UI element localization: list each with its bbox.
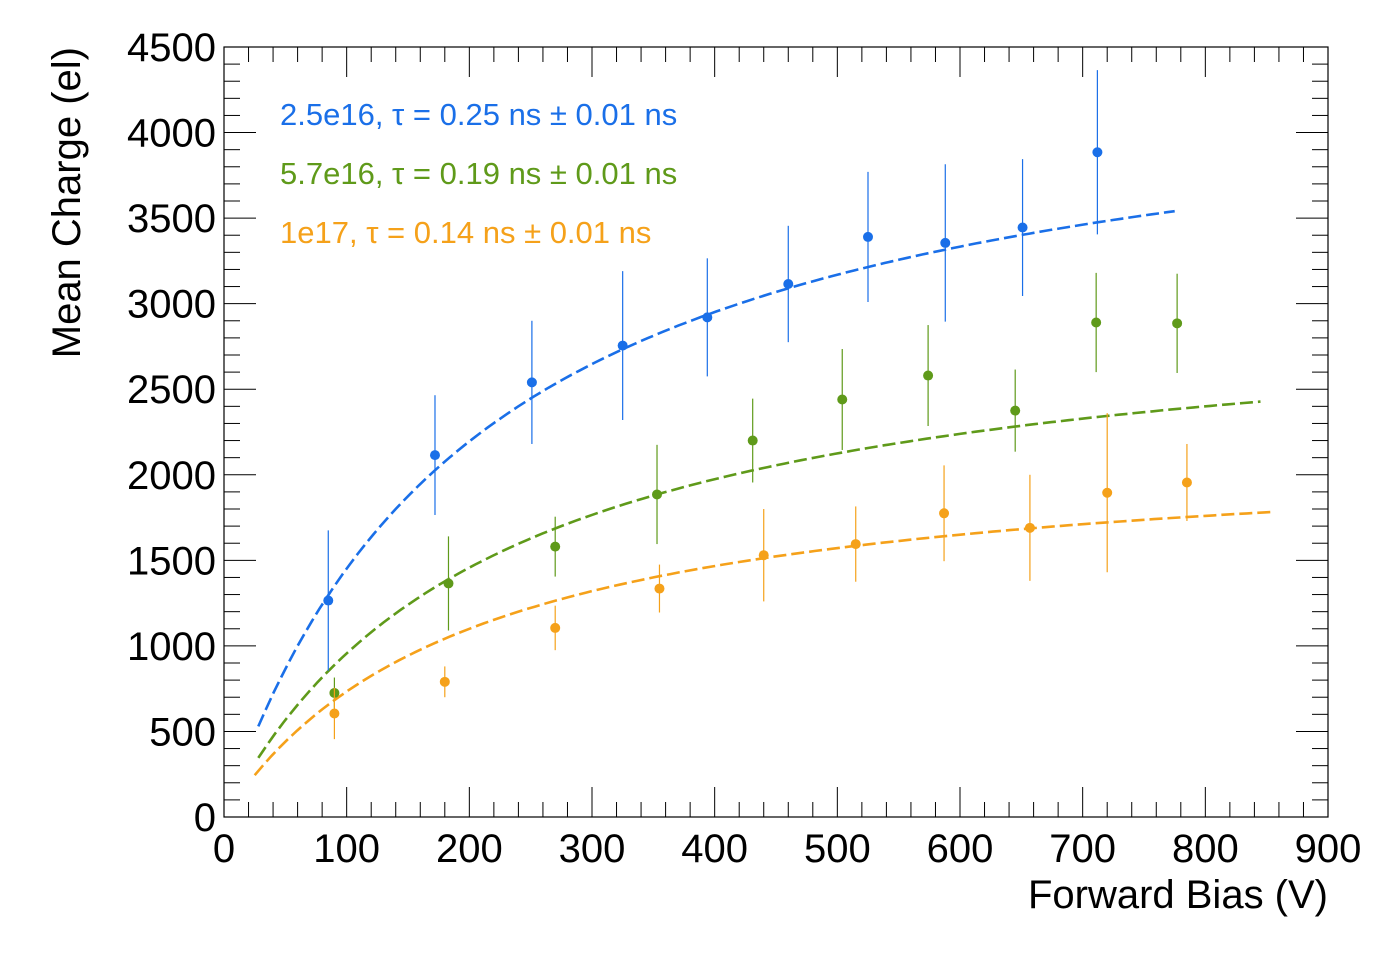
data-point-5.7e16	[747, 435, 758, 446]
data-point-2.5e16	[702, 312, 713, 323]
x-tick-label: 100	[313, 827, 380, 871]
data-point-5.7e16	[1010, 405, 1021, 416]
legend: 2.5e16, τ = 0.25 ns ± 0.01 ns 5.7e16, τ =…	[280, 97, 677, 250]
y-tick-label: 4500	[127, 26, 216, 70]
x-tick-label: 900	[1295, 827, 1362, 871]
data-point-2.5e16	[1092, 147, 1103, 158]
x-tick-label: 0	[213, 827, 235, 871]
data-point-5.7e16	[550, 541, 561, 552]
y-tick-label: 3500	[127, 197, 216, 241]
y-tick-label: 3000	[127, 283, 216, 327]
x-axis-title: Forward Bias (V)	[1028, 873, 1328, 917]
data-point-1e17	[850, 539, 861, 550]
axis-ticks	[223, 46, 1329, 818]
y-tick-label: 2000	[127, 454, 216, 498]
y-tick-label: 0	[194, 796, 216, 840]
data-point-1e17	[1181, 477, 1192, 488]
fit-curves	[253, 209, 1273, 777]
legend-entry-1e17: 1e17, τ = 0.14 ns ± 0.01 ns	[280, 215, 651, 250]
x-tick-label: 500	[804, 827, 871, 871]
data-point-5.7e16	[923, 370, 934, 381]
y-tick-label: 1500	[127, 539, 216, 583]
plot-frame	[223, 46, 1329, 818]
data-point-2.5e16	[863, 231, 873, 242]
data-point-5.7e16	[652, 489, 663, 500]
data-points	[323, 70, 1192, 740]
x-tick-label: 200	[436, 827, 503, 871]
data-point-5.7e16	[443, 578, 454, 589]
data-point-2.5e16	[526, 377, 537, 388]
data-point-5.7e16	[1091, 317, 1102, 328]
legend-entry-2.5e16: 2.5e16, τ = 0.25 ns ± 0.01 ns	[280, 97, 677, 132]
data-point-1e17	[654, 583, 665, 594]
data-point-2.5e16	[323, 595, 334, 606]
data-point-2.5e16	[617, 340, 628, 351]
x-tick-label: 600	[927, 827, 994, 871]
data-point-1e17	[1024, 522, 1035, 533]
data-point-2.5e16	[783, 278, 794, 289]
data-point-5.7e16	[1172, 318, 1183, 329]
data-point-1e17	[758, 550, 769, 561]
x-tick-label: 700	[1049, 827, 1116, 871]
data-point-1e17	[329, 708, 340, 719]
data-point-2.5e16	[1017, 222, 1028, 233]
y-tick-label: 4000	[127, 112, 216, 156]
y-tick-label: 2500	[127, 368, 216, 412]
data-point-2.5e16	[429, 450, 440, 461]
data-point-5.7e16	[837, 394, 848, 405]
data-point-2.5e16	[940, 237, 951, 248]
fit-curve-2.5e16	[257, 209, 1175, 727]
x-tick-label: 300	[559, 827, 626, 871]
data-point-1e17	[939, 508, 950, 519]
data-point-1e17	[550, 622, 561, 633]
x-tick-labels: 0 100 200 300 400 500 600 700 800 900	[213, 827, 1362, 871]
y-axis-title: Mean Charge (el)	[45, 47, 89, 358]
y-tick-label: 500	[149, 710, 216, 754]
data-point-1e17	[439, 676, 450, 687]
x-tick-label: 400	[681, 827, 748, 871]
data-point-1e17	[1102, 487, 1113, 498]
y-tick-labels: 0 500 1000 1500 2000 2500 3000 3500 4000 4500	[127, 26, 216, 840]
x-tick-label: 800	[1172, 827, 1239, 871]
y-tick-label: 1000	[127, 625, 216, 669]
fit-curve-5.7e16	[257, 400, 1261, 759]
legend-entry-5.7e16: 5.7e16, τ = 0.19 ns ± 0.01 ns	[280, 156, 677, 191]
